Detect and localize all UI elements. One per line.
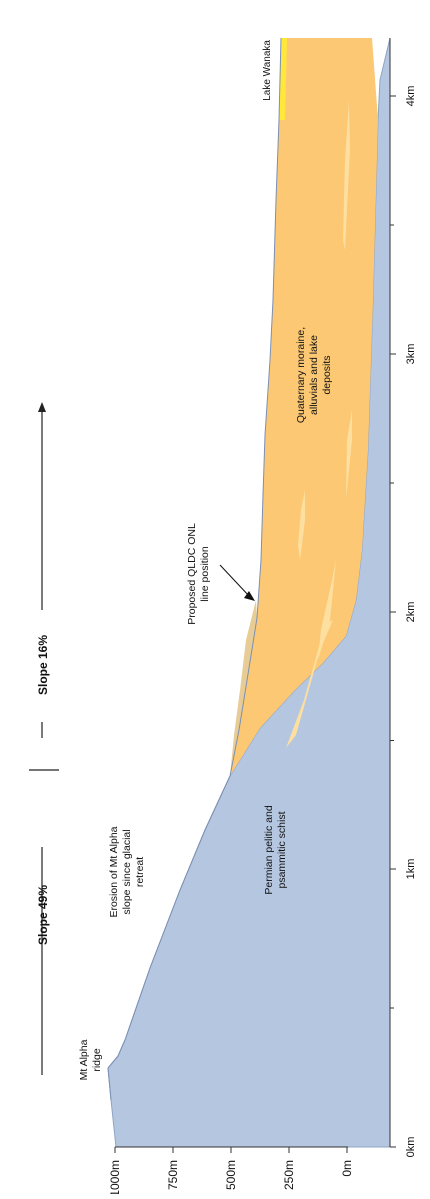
slope-16-label: Slope 16%	[36, 635, 50, 695]
lens	[343, 100, 350, 250]
quaternary-label-line2: alluvials and lake	[308, 335, 320, 415]
lens	[346, 410, 352, 500]
erosion-label-line1: Erosion of Mt Alpha	[108, 826, 120, 917]
schist-label-line1: Permian pelitic and	[263, 805, 275, 894]
mt-alpha-ridge-label-line2: ridge	[91, 1048, 103, 1072]
ground-surface-profile	[107, 37, 282, 1101]
elevation-tick-label: 250m	[282, 1160, 296, 1190]
lens-group	[286, 100, 352, 748]
quaternary-label-line3: deposits	[321, 355, 333, 394]
lake-wanaka-label: Lake Wanaka	[262, 40, 273, 101]
quaternary-unit	[230, 38, 378, 776]
slope-arrow-head	[38, 402, 46, 412]
lens	[286, 620, 333, 748]
qldc-label-line2: line position	[199, 546, 211, 602]
elevation-tick-label: 500m	[224, 1160, 238, 1190]
erosion-label-line2: slope since glacial	[121, 829, 133, 914]
lens	[298, 490, 305, 560]
lens	[318, 560, 336, 660]
distance-tick-label: 3km	[405, 344, 417, 365]
distance-tick-label: 2km	[405, 602, 417, 623]
quaternary-label-line1: Quaternary moraine,	[295, 327, 307, 423]
distance-tick-label: 4km	[405, 86, 417, 107]
erosion-label-line3: retreat	[134, 857, 146, 887]
qldc-pointer-arrow	[219, 564, 251, 598]
eroded-slope-zone	[230, 600, 257, 776]
distance-axis-ticks: 0km 1km 2km 3km 4km	[390, 86, 417, 1158]
elevation-tick-label: 1000m	[108, 1160, 122, 1194]
mt-alpha-ridge-label-line1: Mt Alpha	[78, 1039, 90, 1080]
schist-label-line2: psammitic schist	[276, 811, 288, 888]
distance-tick-label: 1km	[405, 859, 417, 880]
slope-49-label: Slope 49%	[36, 885, 50, 945]
distance-tick-label: 0km	[405, 1137, 417, 1158]
elevation-tick-label: 750m	[166, 1160, 180, 1190]
qldc-pointer-arrowhead	[244, 591, 255, 601]
elevation-tick-label: 0m	[340, 1160, 354, 1177]
elevation-axis-ticks: 1000m 750m 500m 250m 0m	[108, 1147, 354, 1197]
qldc-label-line1: Proposed QLDC ONL	[186, 523, 198, 625]
